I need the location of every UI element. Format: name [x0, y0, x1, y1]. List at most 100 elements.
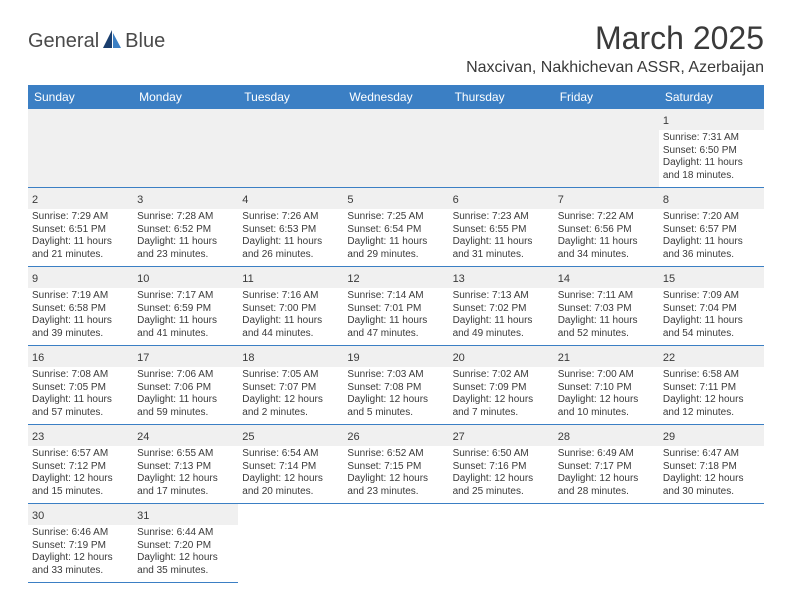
day-info: Sunrise: 7:03 AMSunset: 7:08 PMDaylight:… [347, 369, 444, 419]
sunrise-line: Sunrise: 7:14 AM [347, 290, 444, 303]
day-number: 22 [663, 352, 675, 364]
sunset-line: Sunset: 6:57 PM [663, 224, 760, 237]
calendar-cell: 10Sunrise: 7:17 AMSunset: 6:59 PMDayligh… [133, 267, 238, 346]
daylight-line-2: and 54 minutes. [663, 328, 760, 341]
day-info: Sunrise: 7:13 AMSunset: 7:02 PMDaylight:… [453, 290, 550, 340]
daylight-line-1: Daylight: 11 hours [663, 236, 760, 249]
day-number: 25 [242, 431, 254, 443]
day-number: 19 [347, 352, 359, 364]
day-header: Wednesday [343, 85, 448, 109]
calendar-cell: 24Sunrise: 6:55 AMSunset: 7:13 PMDayligh… [133, 425, 238, 504]
day-number-row: 27 [449, 425, 554, 446]
day-number-row: 25 [238, 425, 343, 446]
sunset-line: Sunset: 7:09 PM [453, 382, 550, 395]
daylight-line-1: Daylight: 11 hours [347, 315, 444, 328]
sunset-line: Sunset: 7:04 PM [663, 303, 760, 316]
day-number: 30 [32, 510, 44, 522]
sunrise-line: Sunrise: 7:23 AM [453, 211, 550, 224]
sunrise-line: Sunrise: 7:28 AM [137, 211, 234, 224]
calendar-cell: 21Sunrise: 7:00 AMSunset: 7:10 PMDayligh… [554, 346, 659, 425]
sunrise-line: Sunrise: 7:00 AM [558, 369, 655, 382]
daylight-line-1: Daylight: 11 hours [453, 315, 550, 328]
month-title: March 2025 [466, 20, 764, 57]
sunrise-line: Sunrise: 7:09 AM [663, 290, 760, 303]
day-number: 2 [32, 194, 38, 206]
daylight-line-2: and 34 minutes. [558, 249, 655, 262]
calendar-cell: 5Sunrise: 7:25 AMSunset: 6:54 PMDaylight… [343, 188, 448, 267]
day-header: Saturday [659, 85, 764, 109]
day-number-row: 21 [554, 346, 659, 367]
day-info: Sunrise: 6:50 AMSunset: 7:16 PMDaylight:… [453, 448, 550, 498]
day-number-row: 29 [659, 425, 764, 446]
calendar-cell: 14 Sunrise: 7:11 AMSunset: 7:03 PMDayligh… [554, 267, 659, 346]
day-number-row: 18 [238, 346, 343, 367]
sail-icon [101, 28, 123, 55]
daylight-line-1: Daylight: 12 hours [32, 473, 129, 486]
daylight-line-2: and 18 minutes. [663, 170, 760, 183]
daylight-line-2: and 52 minutes. [558, 328, 655, 341]
daylight-line-2: and 21 minutes. [32, 249, 129, 262]
sunrise-line: Sunrise: 7:17 AM [137, 290, 234, 303]
calendar-page: General Blue March 2025 Naxcivan, Nakhic… [0, 0, 792, 603]
daylight-line-2: and 49 minutes. [453, 328, 550, 341]
day-number-row: 15 [659, 267, 764, 288]
day-number: 14 [558, 273, 570, 285]
calendar-cell: 4Sunrise: 7:26 AMSunset: 6:53 PMDaylight… [238, 188, 343, 267]
day-info: Sunrise: 7:28 AMSunset: 6:52 PMDaylight:… [137, 211, 234, 261]
calendar-cell: 26Sunrise: 6:52 AMSunset: 7:15 PMDayligh… [343, 425, 448, 504]
daylight-line-1: Daylight: 11 hours [558, 315, 655, 328]
day-number: 26 [347, 431, 359, 443]
sunset-line: Sunset: 7:17 PM [558, 461, 655, 474]
day-number-row: 7 [554, 188, 659, 209]
calendar-cell: 6Sunrise: 7:23 AMSunset: 6:55 PMDaylight… [449, 188, 554, 267]
sunset-line: Sunset: 7:11 PM [663, 382, 760, 395]
day-number: 6 [453, 194, 459, 206]
day-number-row: 2 [28, 188, 133, 209]
day-number: 29 [663, 431, 675, 443]
day-number: 23 [32, 431, 44, 443]
day-header: Sunday [28, 85, 133, 109]
calendar-table: SundayMondayTuesdayWednesdayThursdayFrid… [28, 85, 764, 583]
calendar-cell [449, 504, 554, 583]
day-number: 28 [558, 431, 570, 443]
day-number-row: 20 [449, 346, 554, 367]
calendar-cell: 8Sunrise: 7:20 AMSunset: 6:57 PMDaylight… [659, 188, 764, 267]
daylight-line-2: and 35 minutes. [137, 565, 234, 578]
sunset-line: Sunset: 7:19 PM [32, 540, 129, 553]
daylight-line-1: Daylight: 12 hours [453, 394, 550, 407]
day-number-row: 31 [133, 504, 238, 525]
sunrise-line: Sunrise: 7:06 AM [137, 369, 234, 382]
sunset-line: Sunset: 7:18 PM [663, 461, 760, 474]
sunset-line: Sunset: 7:10 PM [558, 382, 655, 395]
calendar-week: 16Sunrise: 7:08 AMSunset: 7:05 PMDayligh… [28, 346, 764, 425]
sunrise-line: Sunrise: 6:47 AM [663, 448, 760, 461]
calendar-cell: 16Sunrise: 7:08 AMSunset: 7:05 PMDayligh… [28, 346, 133, 425]
calendar-cell: 12Sunrise: 7:14 AMSunset: 7:01 PMDayligh… [343, 267, 448, 346]
calendar-cell [343, 504, 448, 583]
calendar-week: 9Sunrise: 7:19 AMSunset: 6:58 PMDaylight… [28, 267, 764, 346]
daylight-line-1: Daylight: 12 hours [242, 473, 339, 486]
sunset-line: Sunset: 7:02 PM [453, 303, 550, 316]
sunset-line: Sunset: 7:15 PM [347, 461, 444, 474]
calendar-week: 23Sunrise: 6:57 AMSunset: 7:12 PMDayligh… [28, 425, 764, 504]
daylight-line-2: and 20 minutes. [242, 486, 339, 499]
daylight-line-1: Daylight: 11 hours [663, 315, 760, 328]
daylight-line-1: Daylight: 11 hours [558, 236, 655, 249]
brand-name-right: Blue [125, 30, 165, 53]
calendar-cell: 28Sunrise: 6:49 AMSunset: 7:17 PMDayligh… [554, 425, 659, 504]
day-number: 9 [32, 273, 38, 285]
day-number: 7 [558, 194, 564, 206]
sunrise-line: Sunrise: 6:49 AM [558, 448, 655, 461]
day-info: Sunrise: 7:11 AMSunset: 7:03 PMDaylight:… [558, 290, 655, 340]
daylight-line-1: Daylight: 12 hours [32, 552, 129, 565]
sunrise-line: Sunrise: 7:20 AM [663, 211, 760, 224]
daylight-line-1: Daylight: 11 hours [32, 315, 129, 328]
sunrise-line: Sunrise: 6:50 AM [453, 448, 550, 461]
sunset-line: Sunset: 7:08 PM [347, 382, 444, 395]
day-number: 4 [242, 194, 248, 206]
calendar-cell: 25Sunrise: 6:54 AMSunset: 7:14 PMDayligh… [238, 425, 343, 504]
day-info: Sunrise: 7:14 AMSunset: 7:01 PMDaylight:… [347, 290, 444, 340]
sunset-line: Sunset: 6:59 PM [137, 303, 234, 316]
day-number-row: 28 [554, 425, 659, 446]
calendar-cell: 3Sunrise: 7:28 AMSunset: 6:52 PMDaylight… [133, 188, 238, 267]
